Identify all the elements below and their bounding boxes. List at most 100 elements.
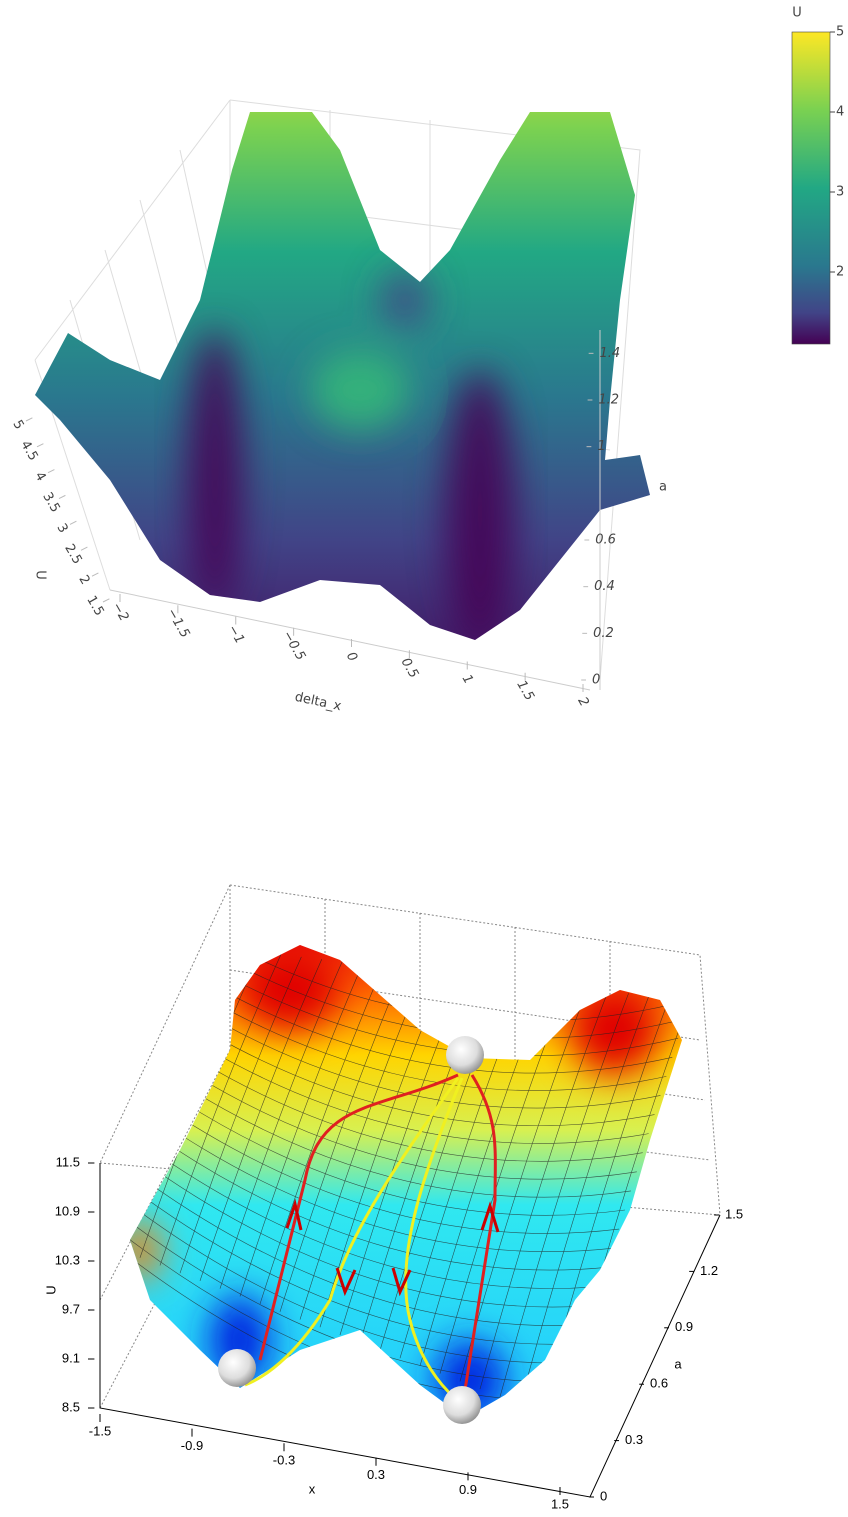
red-path [258,1073,459,1361]
ball [443,1386,481,1424]
mesh-line [212,1017,661,1109]
mesh-line [519,995,650,1405]
mesh-line [223,990,673,1074]
x-tick-label: 2 [574,695,591,710]
mesh-line [239,963,364,1297]
y-tick-label: 1.2 [598,393,619,408]
tick-mark [102,598,110,603]
mesh-line [147,1181,590,1326]
mesh-line [168,1127,614,1253]
mesh-line [152,1167,596,1308]
x-tick-label: 1.5 [551,1496,569,1511]
x-axis-title: x [309,1481,316,1496]
axis-box [99,1163,721,1498]
z-tick-label: 2.5 [61,542,84,567]
paths [244,1073,500,1400]
y-tick-label: 0.4 [594,579,615,594]
axis-box [109,330,601,691]
z-tick-label: 3.5 [39,490,62,515]
mesh-line [279,968,404,1312]
mesh-line [179,1099,626,1216]
y-tick-label: 0.2 [593,626,614,641]
x-tick-label: 0.9 [459,1482,477,1497]
y-tick-label: 1 [597,439,605,454]
z-tick-label: 3 [53,521,70,536]
colorbar-tick-label: 5 [836,25,844,40]
z-tick-label: 1.5 [83,593,106,618]
z-tick-label: 5 [9,418,26,433]
colorbar-tick-label: 3 [836,185,844,200]
y-tick-label: 0 [592,673,600,688]
y-tick-label: 1.2 [700,1263,718,1278]
mesh-line [174,1113,620,1234]
y-tick-label: 1.4 [599,346,620,361]
x-axis-title: delta_x [293,690,343,715]
ball [446,1036,484,1074]
arrow-heads [285,1198,500,1297]
tick-mark [58,494,66,500]
surface-shading [187,270,515,640]
z-tick-label: 4 [31,469,48,484]
x-tick-label: 1.5 [513,678,536,703]
z-tick-label: 9.1 [62,1350,80,1365]
tick-mark [36,443,44,448]
x-tick-label: 0.5 [398,656,421,681]
z-tick-label: 11.5 [56,1154,80,1169]
colorbar-tick-label: 4 [836,105,844,120]
y-axis-title: a [674,1356,682,1371]
mesh-line [141,1195,584,1345]
mesh-line [179,956,302,1274]
mesh-line [190,1072,637,1180]
mesh-line [499,993,629,1397]
mesh-line [185,1086,631,1198]
colorbar-tick-label: 2 [836,265,844,280]
z-tick-label: 9.7 [62,1301,80,1316]
y-axis-title: a [659,480,667,495]
surface-mesh [130,949,682,1418]
mesh-line [201,1045,649,1144]
red-path [463,1074,497,1391]
x-tick-label: 0.3 [367,1467,385,1482]
x-tick-label: −0.5 [279,628,308,663]
x-tick-label: −2 [109,600,132,624]
mesh-line [479,990,609,1390]
mesh-line [459,988,589,1382]
y-tick-label: 0.6 [595,533,616,548]
colorbar [791,31,831,345]
tick-mark [47,469,55,474]
z-axis-title: U [33,570,48,580]
mesh-line [219,961,343,1289]
mesh-line [136,1208,578,1364]
z-tick-label: 10.9 [55,1203,80,1218]
y-tick-label: 0 [600,1488,607,1503]
mesh-line [207,1031,655,1127]
tick-mark [25,417,33,422]
chart-1: −2 −1.5 −1 −0.5 0 0.5 1 1.5 200.20.40.611.21.41.… [9,6,844,715]
z-tick-label: 2 [75,573,92,588]
colorbar-title: U [792,6,802,21]
x-tick-label: 0 [343,650,360,665]
y-tick-label: 1.5 [725,1206,743,1221]
ball [218,1349,256,1387]
x-tick-label: -0.9 [181,1438,203,1453]
mesh-line [196,1058,643,1162]
tick-mark [91,572,99,577]
yellow-path [404,1077,464,1400]
y-tick-label: 0.9 [675,1319,693,1334]
mesh-line [163,1140,608,1271]
tick-mark [80,546,88,551]
z-tick-label: 4.5 [17,438,40,463]
x-tick-label: -1.5 [89,1423,111,1438]
tick-mark [69,520,77,525]
z-tick-label: 10.3 [55,1252,80,1267]
y-tick-label: 0.6 [650,1376,668,1391]
x-tick-label: 1 [459,672,476,687]
z-axis-title: U [43,1285,58,1294]
mesh-line [158,1154,602,1289]
y-tick-label: 0.3 [625,1432,643,1447]
x-tick-label: −1 [224,622,247,646]
x-tick-label: −1.5 [163,606,192,641]
chart-2: -1.5 -0.9 -0.3 0.3 0.9 1.5 0 0.3 0.6 0.9 1.2 1.5 8.5… [43,884,743,1511]
